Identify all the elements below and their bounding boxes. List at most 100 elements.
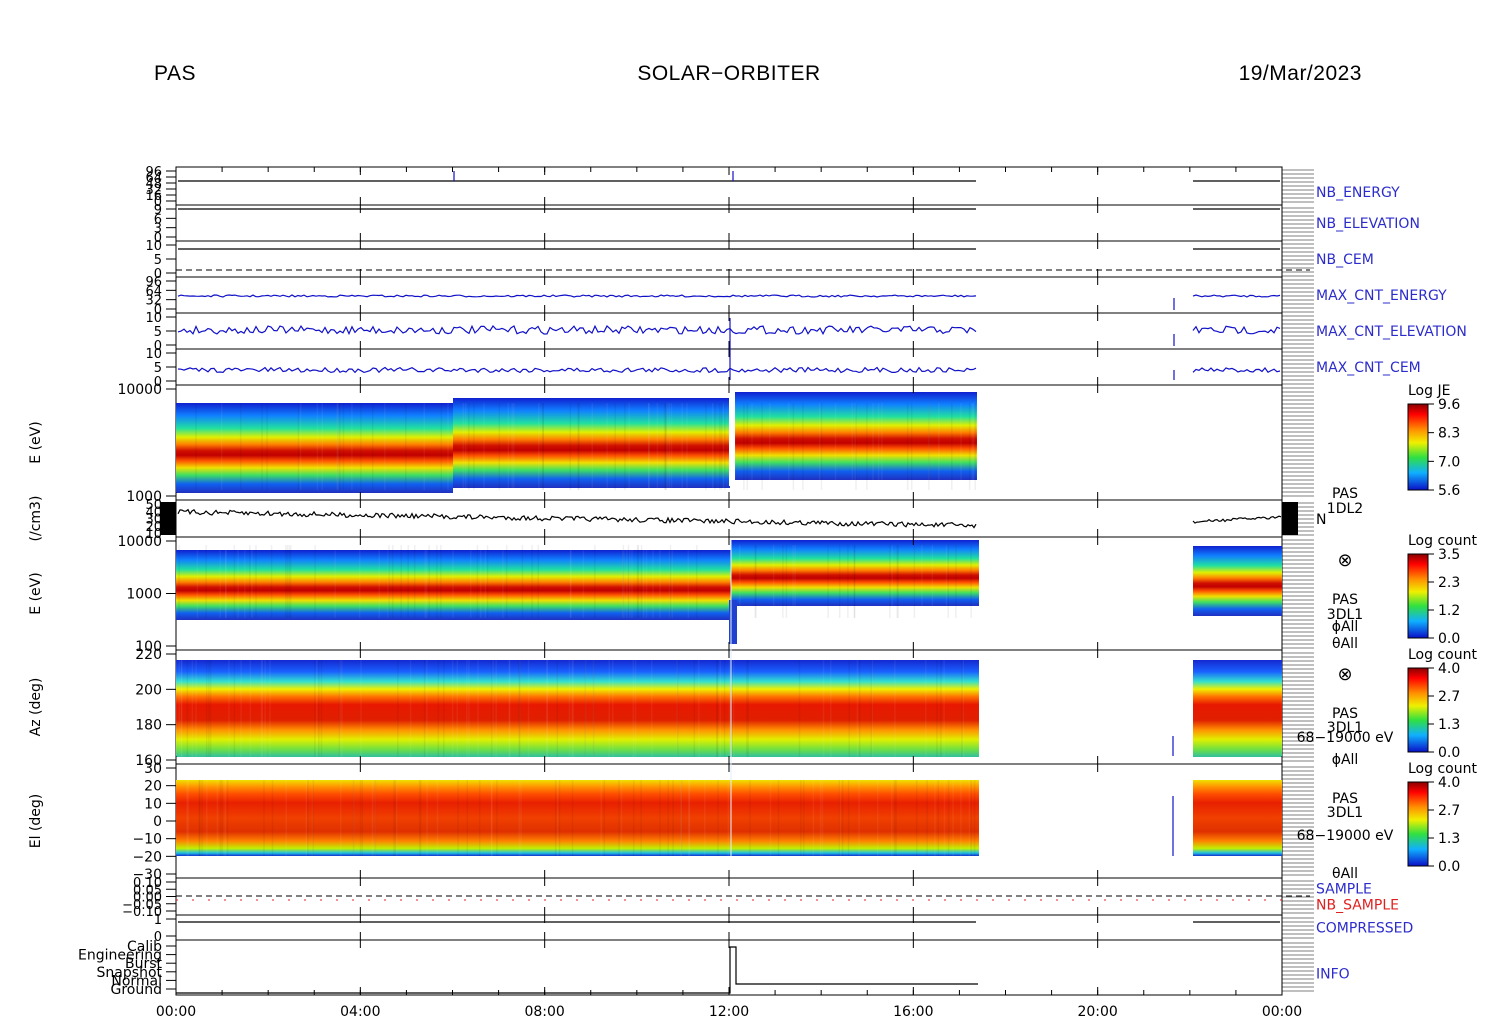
series-label: COMPRESSED xyxy=(1316,921,1413,937)
colorbar-tick-label: 7.0 xyxy=(1438,454,1460,470)
y-tick-label: 200 xyxy=(135,682,162,698)
y-tick-label: 0 xyxy=(154,375,162,390)
colorbar-azimuth xyxy=(1407,667,1429,753)
y-tick-label: 10 xyxy=(145,527,162,542)
y-tick-label: Burst xyxy=(125,956,163,972)
y-tick-label: 0 xyxy=(153,814,162,830)
spectrogram-1-block-c xyxy=(735,392,977,480)
y-tick-label: 6 xyxy=(154,212,162,227)
instrument-title: PAS xyxy=(154,62,196,85)
panel-side-text: ϕAll xyxy=(1332,752,1359,768)
y-tick-label: −20 xyxy=(132,849,162,865)
time-tick-label: 20:00 xyxy=(1077,1004,1117,1020)
spectrogram-2-spike xyxy=(729,600,737,644)
azimuth-block-b xyxy=(1193,660,1282,757)
azimuth-block-a xyxy=(176,660,979,757)
y-tick-label: 5 xyxy=(154,361,162,376)
panel-side-text: 1DL2 xyxy=(1327,501,1363,517)
y-tick-label: Calib xyxy=(127,939,162,955)
colorbar-tick-label: 1.3 xyxy=(1438,831,1460,847)
panel-side-text: ⊗ xyxy=(1337,664,1352,685)
colorbar-tick-label: 0.0 xyxy=(1438,859,1460,875)
series-label: NB_ELEVATION xyxy=(1316,216,1420,232)
trace-max_cnt_energy-late xyxy=(1192,294,1281,298)
y-tick-label: 1000 xyxy=(126,587,162,603)
series-label: INFO xyxy=(1316,967,1350,983)
date-title: 19/Mar/2023 xyxy=(1238,62,1362,85)
elevation-block-a xyxy=(176,780,979,856)
density-trace-late xyxy=(1192,515,1282,524)
y-axis-label: Az (deg) xyxy=(28,678,44,737)
time-tick-label: 00:00 xyxy=(156,1004,196,1020)
y-tick-label: 10 xyxy=(144,796,162,812)
y-tick-label: 10 xyxy=(145,347,162,362)
y-tick-label: 20 xyxy=(145,520,162,535)
panel-side-text: PAS xyxy=(1332,592,1358,608)
y-tick-label: 3 xyxy=(154,222,162,237)
series-label: SAMPLE xyxy=(1316,882,1372,898)
time-tick-label: 08:00 xyxy=(524,1004,564,1020)
y-tick-label: 0 xyxy=(154,303,162,318)
y-tick-label: 20 xyxy=(144,779,162,795)
time-tick-label: 04:00 xyxy=(340,1004,380,1020)
panel-side-text: ⊗ xyxy=(1337,550,1352,571)
colorbar-tick-label: 2.3 xyxy=(1438,575,1460,591)
time-tick-label: 00:00 xyxy=(1262,1004,1302,1020)
y-tick-label: 16 xyxy=(145,189,162,204)
y-tick-label: 40 xyxy=(145,505,162,520)
y-tick-label: 96 xyxy=(145,275,162,290)
panel-side-text: 68−19000 eV xyxy=(1297,828,1394,844)
colorbar-tick-label: 8.3 xyxy=(1438,426,1460,442)
y-tick-label: 0 xyxy=(154,339,162,354)
colorbar-tick-label: 9.6 xyxy=(1438,397,1460,413)
y-tick-label: 10000 xyxy=(117,382,162,398)
spectrogram-2-block-a xyxy=(176,550,731,620)
y-tick-label: 48 xyxy=(145,177,162,192)
density-trace xyxy=(177,508,977,529)
colorbar-tick-label: 2.7 xyxy=(1438,689,1460,705)
series-label: MAX_CNT_CEM xyxy=(1316,360,1421,376)
y-tick-label: Normal xyxy=(111,973,162,989)
spectrogram-2-block-b xyxy=(731,540,979,606)
info-trace xyxy=(176,946,978,994)
panel-side-text: θAll xyxy=(1332,636,1358,652)
panel-side-text: PAS xyxy=(1332,486,1358,502)
y-tick-label: 5 xyxy=(154,253,162,268)
y-tick-label: −30 xyxy=(132,867,162,883)
panel-side-text: ϕAll xyxy=(1332,619,1359,635)
colorbar-spectrogram_2 xyxy=(1407,553,1429,639)
colorbar-tick-label: 5.6 xyxy=(1438,483,1460,499)
elevation-block-b xyxy=(1193,780,1282,856)
colorbar-title: Log JE xyxy=(1408,383,1450,399)
spectrogram-1-block-b xyxy=(453,398,730,488)
colorbar-tick-label: 3.5 xyxy=(1438,547,1460,563)
y-tick-label: 64 xyxy=(145,284,162,299)
y-axis-label: El (deg) xyxy=(28,794,44,849)
y-tick-label: −0.10 xyxy=(122,905,162,920)
y-tick-label: 100 xyxy=(135,639,162,655)
trace-max_cnt_cem-late xyxy=(1192,367,1281,373)
time-tick-label: 12:00 xyxy=(709,1004,749,1020)
y-tick-label: 160 xyxy=(135,753,162,769)
y-tick-label: 10 xyxy=(145,239,162,254)
panel-side-text: 3DL1 xyxy=(1327,720,1363,736)
colorbar-title: Log count xyxy=(1408,533,1477,549)
y-tick-label: 0 xyxy=(154,195,162,210)
colorbar-title: Log count xyxy=(1408,761,1477,777)
y-tick-label: −10 xyxy=(132,832,162,848)
panel-side-text: 3DL1 xyxy=(1327,607,1363,623)
trace-max_cnt_cem xyxy=(177,366,977,374)
y-tick-label: 0.10 xyxy=(133,876,162,891)
y-tick-label: Engineering xyxy=(78,948,162,964)
y-tick-label: 32 xyxy=(145,183,162,198)
y-tick-label: 96 xyxy=(145,165,162,180)
time-tick-label: 16:00 xyxy=(893,1004,933,1020)
mission-title: SOLAR−ORBITER xyxy=(637,62,821,85)
y-axis-label: (/cm3) xyxy=(28,496,44,542)
y-tick-label: 220 xyxy=(135,647,162,663)
y-tick-label: 0.00 xyxy=(133,891,162,906)
series-label: NB_ENERGY xyxy=(1316,185,1400,201)
colorbar-elevation xyxy=(1407,781,1429,867)
y-tick-label: 64 xyxy=(145,171,162,186)
y-tick-label: 180 xyxy=(135,718,162,734)
